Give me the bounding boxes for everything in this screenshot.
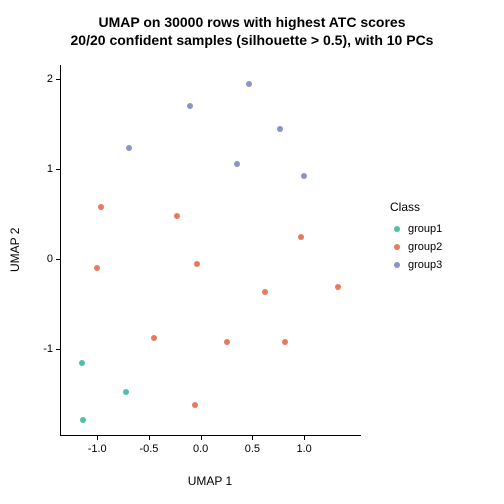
legend: Class group1 group2 group3 [390, 200, 442, 274]
legend-item-group2: group2 [390, 238, 442, 256]
x-tick [252, 435, 253, 440]
y-tick-label: 2 [29, 73, 53, 85]
y-tick [56, 79, 61, 80]
data-point-group2 [262, 289, 268, 295]
data-point-group3 [187, 103, 193, 109]
data-point-group2 [335, 284, 341, 290]
x-tick [201, 435, 202, 440]
data-point-group1 [80, 417, 86, 423]
legend-label: group2 [408, 241, 442, 253]
x-tick-label: 1.0 [296, 443, 311, 455]
y-tick-label: -1 [29, 343, 53, 355]
legend-swatch-icon [394, 226, 400, 232]
legend-label: group1 [408, 223, 442, 235]
data-point-group2 [192, 402, 198, 408]
data-point-group1 [79, 360, 85, 366]
data-point-group2 [224, 339, 230, 345]
x-tick [97, 435, 98, 440]
x-tick-label: 0.5 [245, 443, 260, 455]
x-tick-label: -1.0 [88, 443, 107, 455]
y-tick [56, 349, 61, 350]
data-point-group3 [246, 81, 252, 87]
plot-area: -1.0-0.50.00.51.0-1012 [60, 65, 361, 436]
legend-swatch-icon [394, 244, 400, 250]
data-point-group3 [126, 145, 132, 151]
y-axis-label: UMAP 2 [8, 65, 24, 435]
data-point-group2 [151, 335, 157, 341]
y-tick [56, 169, 61, 170]
legend-label: group3 [408, 259, 442, 271]
y-tick [56, 259, 61, 260]
data-point-group2 [282, 339, 288, 345]
legend-swatch-icon [394, 262, 400, 268]
data-point-group3 [277, 126, 283, 132]
legend-item-group3: group3 [390, 256, 442, 274]
data-point-group3 [234, 161, 240, 167]
x-axis-label: UMAP 1 [60, 474, 360, 488]
data-point-group2 [174, 213, 180, 219]
chart-title-line1: UMAP on 30000 rows with highest ATC scor… [0, 14, 504, 30]
x-tick [304, 435, 305, 440]
x-tick [149, 435, 150, 440]
y-tick-label: 0 [29, 253, 53, 265]
y-tick-label: 1 [29, 163, 53, 175]
legend-item-group1: group1 [390, 220, 442, 238]
chart-title-line2: 20/20 confident samples (silhouette > 0.… [0, 32, 504, 48]
legend-title: Class [390, 200, 442, 214]
data-point-group3 [301, 173, 307, 179]
data-point-group2 [94, 265, 100, 271]
data-point-group1 [123, 389, 129, 395]
data-point-group2 [194, 261, 200, 267]
data-point-group2 [298, 234, 304, 240]
chart-container: UMAP on 30000 rows with highest ATC scor… [0, 0, 504, 504]
data-point-group2 [98, 204, 104, 210]
x-tick-label: 0.0 [193, 443, 208, 455]
x-tick-label: -0.5 [139, 443, 158, 455]
